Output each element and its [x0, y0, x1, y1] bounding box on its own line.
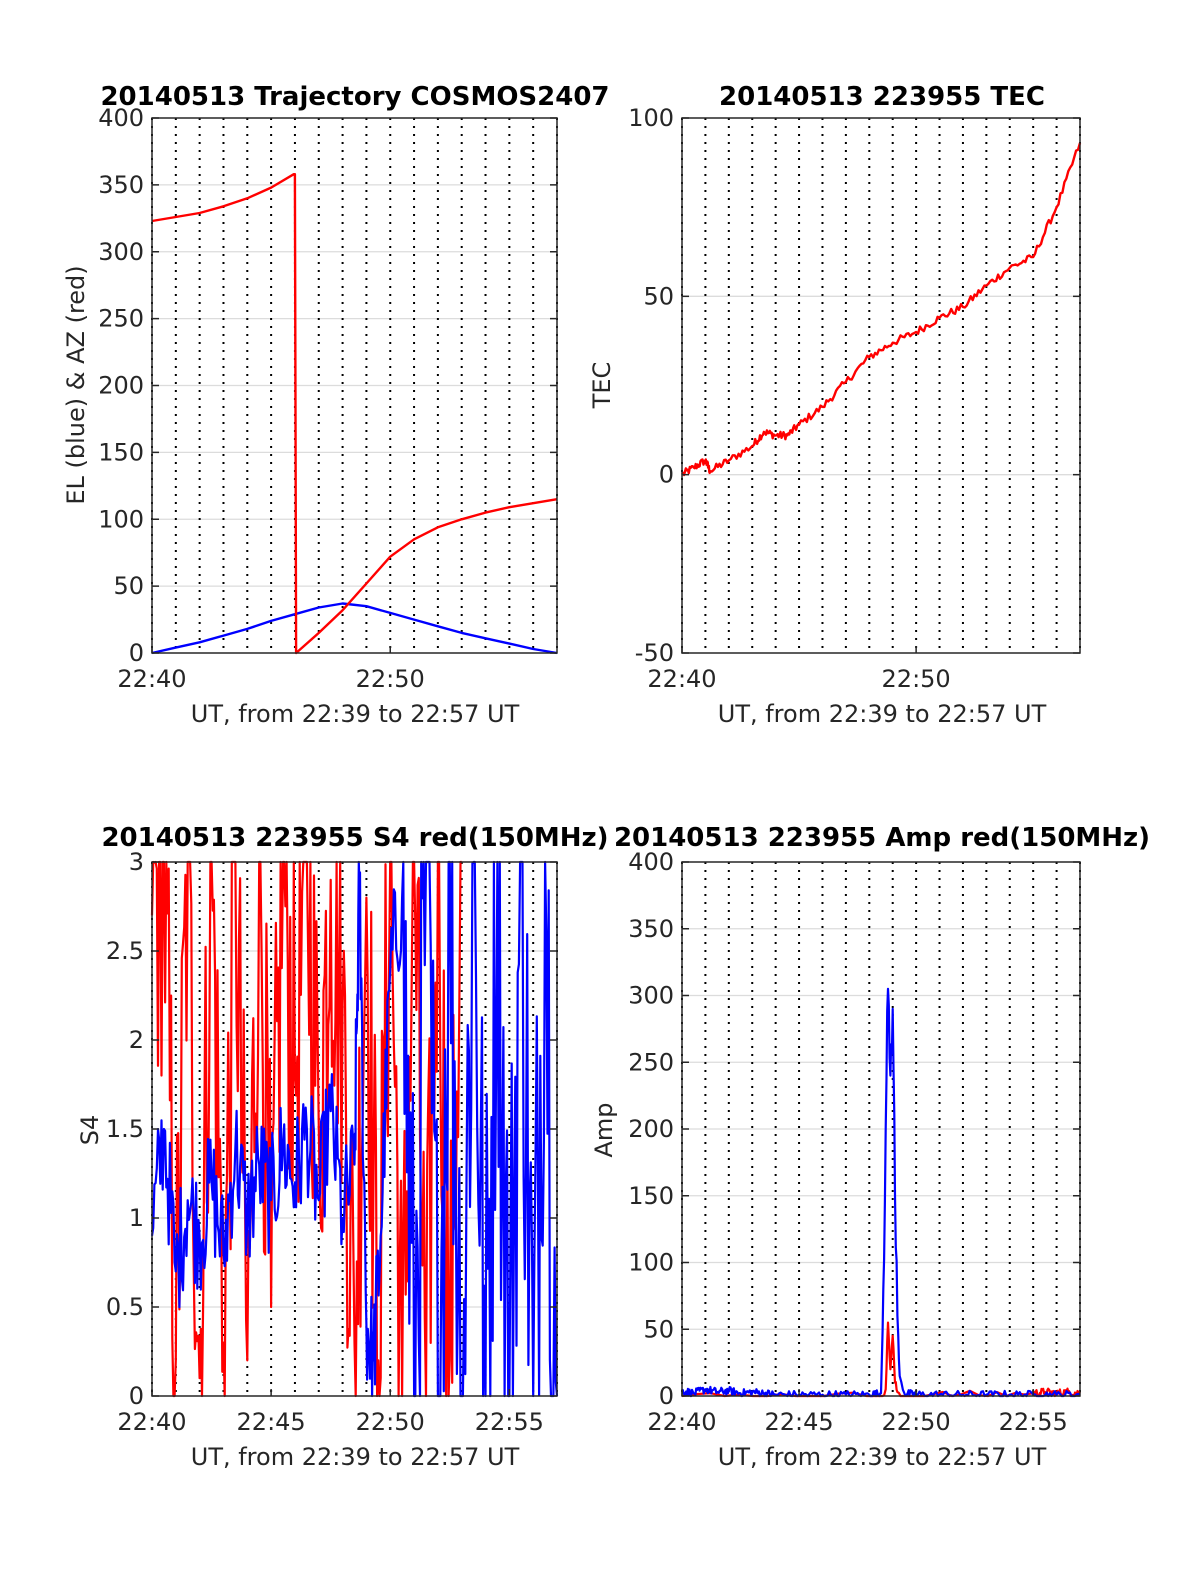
series-line-tec-0	[680, 142, 1082, 477]
x-axis-label-traj: UT, from 22:39 to 22:57 UT	[191, 700, 520, 728]
y-tick-label-amp-8: 400	[628, 848, 674, 876]
y-tick-label-amp-1: 50	[643, 1315, 674, 1343]
x-tick-label-s4-1: 22:45	[237, 1408, 306, 1436]
y-tick-label-traj-4: 200	[98, 372, 144, 400]
x-tick-label-tec-0: 22:40	[647, 665, 716, 693]
y-tick-label-amp-4: 200	[628, 1115, 674, 1143]
x-tick-label-amp-1: 22:45	[764, 1408, 833, 1436]
y-tick-label-amp-6: 300	[628, 982, 674, 1010]
series-line-traj-0	[151, 602, 558, 655]
y-tick-label-s4-5: 2.5	[106, 937, 144, 965]
y-tick-label-tec-2: 50	[643, 282, 674, 310]
chart-title-amp: 20140513 223955 Amp red(150MHz)	[614, 823, 1150, 853]
plot-area-tec	[682, 118, 1080, 653]
y-tick-label-traj-2: 100	[98, 505, 144, 533]
y-axis-label-tec: TEC	[588, 362, 616, 410]
panel-s4: 0 0.5 1 1.5 2 2.5 3 22:40 22:45 22:50 22:55 201405…	[76, 823, 609, 1471]
y-tick-label-traj-0: 0	[129, 639, 144, 667]
grid-amp	[681, 862, 1081, 1396]
axes-traj: 0 50 100 150 200 250 300 350 400 22:40 22:50	[98, 104, 558, 693]
x-tick-label-amp-0: 22:40	[647, 1408, 716, 1436]
y-tick-label-amp-0: 0	[659, 1382, 674, 1410]
panel-trajectory: 0 50 100 150 200 250 300 350 400 22:40 22:50 20140…	[62, 82, 610, 728]
x-tick-label-amp-2: 22:50	[882, 1408, 951, 1436]
axes-frame-tec	[681, 117, 1081, 654]
y-tick-label-tec-1: 0	[659, 461, 674, 489]
axes-amp: 0 50 100 150 200 250 300 350 400 22:40 22:45 22:50 2…	[628, 848, 1081, 1436]
y-tick-label-traj-3: 150	[98, 438, 144, 466]
y-tick-label-amp-5: 250	[628, 1048, 674, 1076]
panel-amp: 0 50 100 150 200 250 300 350 400 22:40 22:45 22:50 2…	[590, 823, 1150, 1471]
y-tick-label-s4-0: 0	[129, 1382, 144, 1410]
chart-title-traj: 20140513 Trajectory COSMOS2407	[100, 82, 609, 112]
y-tick-label-amp-7: 350	[628, 915, 674, 943]
y-axis-label-amp: Amp	[590, 1102, 618, 1157]
axes-s4: 0 0.5 1 1.5 2 2.5 3 22:40 22:45 22:50 22:55	[106, 848, 558, 1436]
x-axis-label-tec: UT, from 22:39 to 22:57 UT	[718, 700, 1047, 728]
y-tick-label-amp-2: 100	[628, 1249, 674, 1277]
y-tick-label-traj-1: 50	[113, 572, 144, 600]
x-tick-label-s4-2: 22:50	[356, 1408, 425, 1436]
y-tick-label-s4-6: 3	[129, 848, 144, 876]
y-tick-label-traj-6: 300	[98, 238, 144, 266]
y-axis-label-s4: S4	[76, 1115, 104, 1146]
axes-tec: -50 0 50 100 22:40 22:50	[628, 104, 1081, 693]
y-tick-label-s4-1: 0.5	[106, 1293, 144, 1321]
y-tick-label-s4-2: 1	[129, 1204, 144, 1232]
y-axis-label-traj: EL (blue) & AZ (red)	[62, 265, 90, 504]
x-tick-label-s4-0: 22:40	[117, 1408, 186, 1436]
x-axis-label-amp: UT, from 22:39 to 22:57 UT	[718, 1443, 1047, 1471]
chart-title-tec: 20140513 223955 TEC	[719, 82, 1045, 112]
series-line-amp-1	[681, 987, 1081, 1398]
y-tick-label-amp-3: 150	[628, 1182, 674, 1210]
y-tick-label-s4-4: 2	[129, 1026, 144, 1054]
y-tick-label-traj-7: 350	[98, 171, 144, 199]
x-tick-label-amp-3: 22:55	[999, 1408, 1068, 1436]
y-tick-label-tec-3: 100	[628, 104, 674, 132]
y-tick-label-s4-3: 1.5	[106, 1115, 144, 1143]
series-line-traj-1	[151, 173, 558, 655]
x-tick-label-traj-1: 22:50	[356, 665, 425, 693]
x-axis-label-s4: UT, from 22:39 to 22:57 UT	[191, 1443, 520, 1471]
y-tick-label-tec-0: -50	[635, 639, 674, 667]
series-tec	[680, 142, 1082, 477]
x-tick-label-tec-1: 22:50	[882, 665, 951, 693]
y-tick-label-traj-5: 250	[98, 305, 144, 333]
series-traj	[151, 173, 558, 655]
x-tick-label-traj-0: 22:40	[117, 665, 186, 693]
x-tick-label-s4-3: 22:55	[475, 1408, 544, 1436]
chart-title-s4: 20140513 223955 S4 red(150MHz)	[101, 823, 608, 853]
y-tick-label-traj-8: 400	[98, 104, 144, 132]
